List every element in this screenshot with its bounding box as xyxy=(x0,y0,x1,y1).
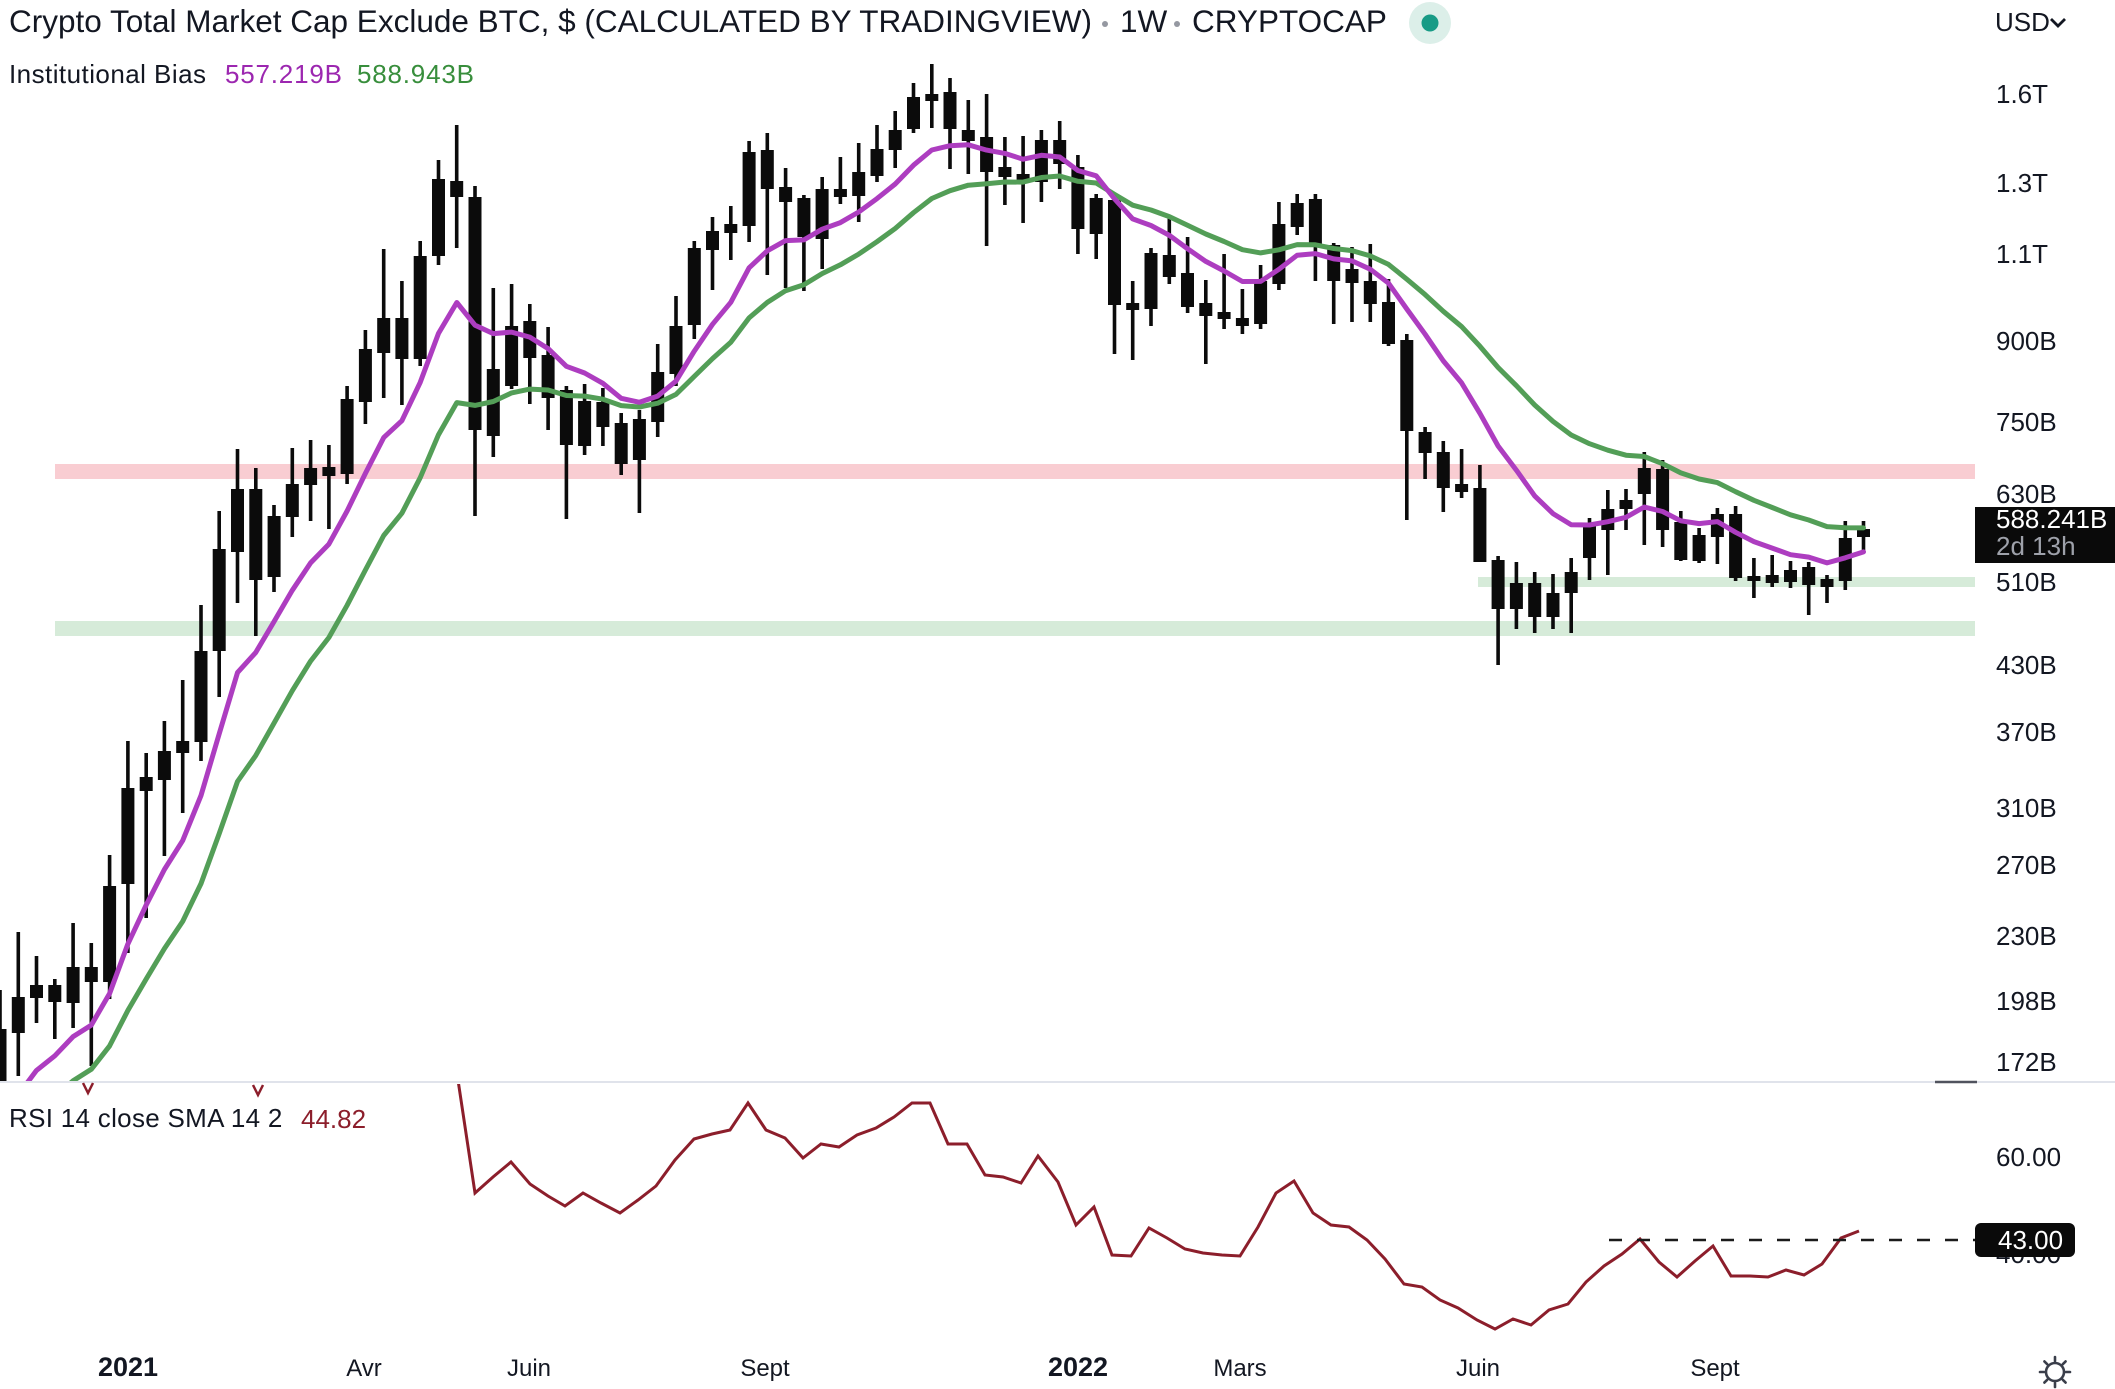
svg-text:60.00: 60.00 xyxy=(1996,1142,2061,1172)
svg-text:Sept: Sept xyxy=(1690,1355,1740,1382)
svg-text:USD: USD xyxy=(1995,7,2050,37)
svg-text:588.241B: 588.241B xyxy=(1996,504,2107,534)
svg-text:588.943B: 588.943B xyxy=(357,59,475,89)
svg-text:Crypto Total Market Cap Exclud: Crypto Total Market Cap Exclude BTC, $ (… xyxy=(9,3,1092,39)
svg-text:310B: 310B xyxy=(1996,793,2057,823)
svg-text:510B: 510B xyxy=(1996,567,2057,597)
svg-text:630B: 630B xyxy=(1996,479,2057,509)
svg-text:2021: 2021 xyxy=(98,1352,158,1382)
svg-text:370B: 370B xyxy=(1996,717,2057,747)
svg-text:750B: 750B xyxy=(1996,407,2057,437)
svg-text:1.1T: 1.1T xyxy=(1996,239,2048,269)
svg-text:44.82: 44.82 xyxy=(301,1104,366,1134)
svg-text:Juin: Juin xyxy=(507,1355,551,1382)
svg-text:198B: 198B xyxy=(1996,986,2057,1016)
svg-text:557.219B: 557.219B xyxy=(225,59,343,89)
svg-text:1.6T: 1.6T xyxy=(1996,79,2048,109)
svg-text:Mars: Mars xyxy=(1213,1355,1266,1382)
svg-text:43.00: 43.00 xyxy=(1998,1225,2063,1255)
svg-text:230B: 230B xyxy=(1996,921,2057,951)
svg-text:1W: 1W xyxy=(1120,3,1168,39)
svg-text:430B: 430B xyxy=(1996,650,2057,680)
svg-text:Juin: Juin xyxy=(1456,1355,1500,1382)
svg-text:2d 13h: 2d 13h xyxy=(1996,531,2076,561)
svg-text:CRYPTOCAP: CRYPTOCAP xyxy=(1192,3,1387,39)
svg-text:Sept: Sept xyxy=(740,1355,790,1382)
svg-text:900B: 900B xyxy=(1996,326,2057,356)
svg-text:172B: 172B xyxy=(1996,1047,2057,1077)
svg-text:270B: 270B xyxy=(1996,850,2057,880)
svg-text:Institutional Bias: Institutional Bias xyxy=(9,59,206,89)
svg-text:Avr: Avr xyxy=(346,1355,382,1382)
svg-text:1.3T: 1.3T xyxy=(1996,168,2048,198)
svg-text:RSI 14 close SMA 14 2: RSI 14 close SMA 14 2 xyxy=(9,1103,283,1133)
svg-text:2022: 2022 xyxy=(1048,1352,1108,1382)
